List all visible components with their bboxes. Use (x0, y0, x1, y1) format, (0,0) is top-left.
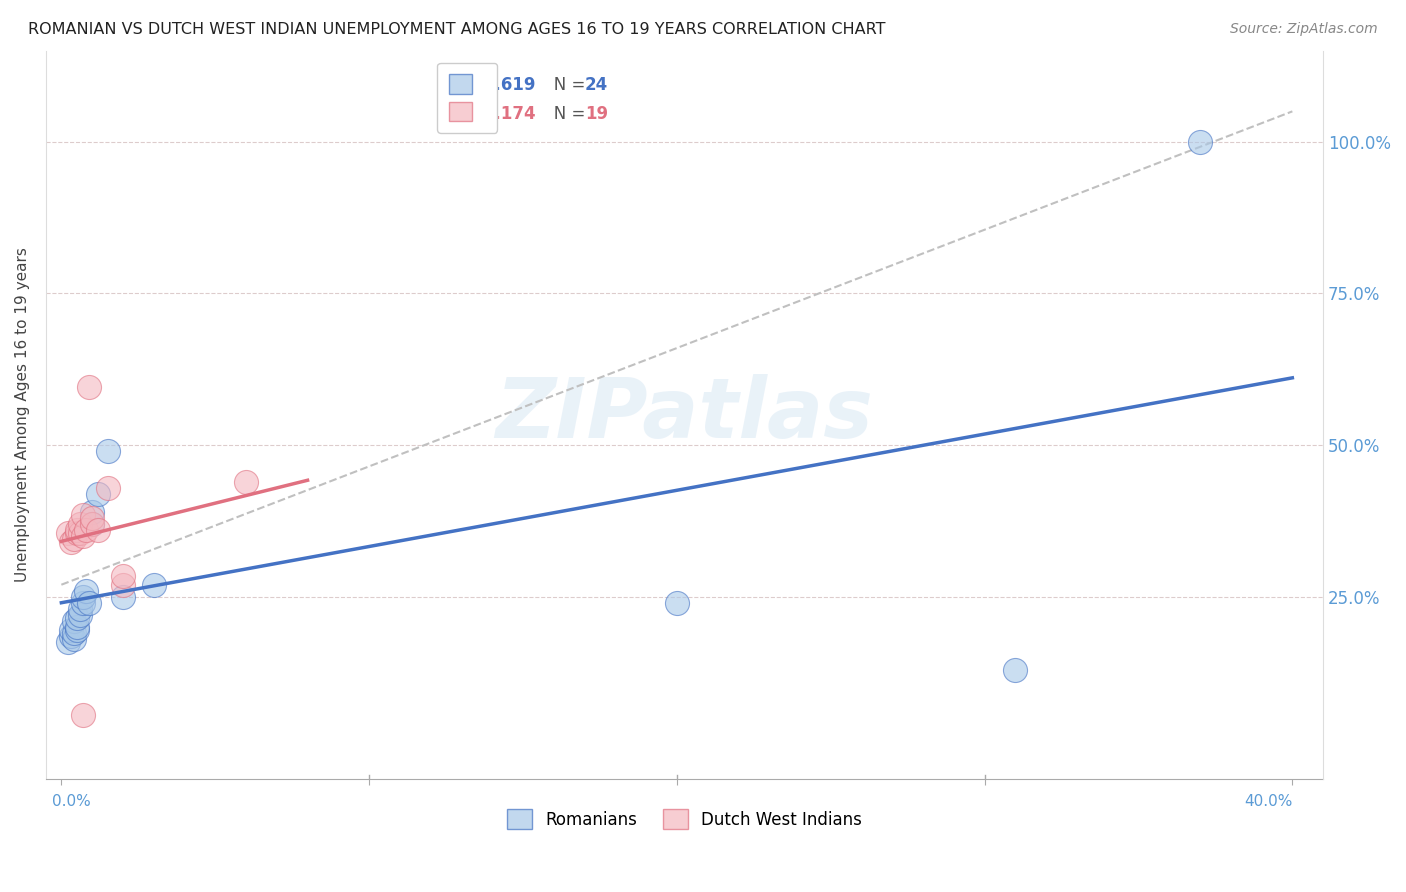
Point (1004, 663, 1026, 677)
Point (66, 624, 89, 638)
Point (66, 526, 89, 541)
Point (56, 635, 79, 649)
Text: N =: N = (537, 76, 591, 95)
Point (96, 444, 118, 458)
Point (142, 578, 165, 592)
Point (59, 535, 82, 549)
Point (235, 475, 257, 489)
Point (62, 532, 84, 546)
Point (62, 614, 84, 628)
Point (1189, 135, 1212, 149)
Point (77, 380, 100, 394)
Text: 0.174: 0.174 (482, 105, 536, 123)
Point (69, 602, 91, 616)
Point (77, 596, 100, 610)
Point (62, 626, 84, 640)
Point (82, 516, 104, 531)
Point (87, 486, 110, 500)
Point (72, 596, 94, 610)
Point (59, 629, 82, 643)
Point (82, 511, 104, 525)
Text: 19: 19 (585, 105, 607, 123)
Point (111, 590, 134, 604)
Point (82, 516, 104, 531)
Text: R =: R = (449, 76, 484, 95)
Point (72, 590, 94, 604)
Point (59, 624, 82, 638)
Point (72, 508, 94, 522)
Text: 24: 24 (585, 76, 609, 95)
Point (111, 578, 134, 592)
Y-axis label: Unemployment Among Ages 16 to 19 years: Unemployment Among Ages 16 to 19 years (15, 247, 30, 582)
Point (69, 516, 91, 531)
Point (62, 632, 84, 647)
Point (111, 568, 134, 582)
Point (665, 596, 688, 610)
Point (56, 526, 79, 541)
Text: ZIPatlas: ZIPatlas (496, 375, 873, 455)
Text: N =: N = (537, 105, 591, 123)
Text: 0.619: 0.619 (482, 76, 536, 95)
Point (87, 523, 110, 537)
Text: ROMANIAN VS DUTCH WEST INDIAN UNEMPLOYMENT AMONG AGES 16 TO 19 YEARS CORRELATION: ROMANIAN VS DUTCH WEST INDIAN UNEMPLOYME… (28, 22, 886, 37)
Text: 40.0%: 40.0% (1244, 794, 1292, 809)
Point (72, 529, 94, 543)
Point (75, 583, 97, 598)
Legend: Romanians, Dutch West Indians: Romanians, Dutch West Indians (501, 803, 869, 836)
Point (96, 481, 118, 495)
Point (66, 523, 89, 537)
Text: Source: ZipAtlas.com: Source: ZipAtlas.com (1230, 22, 1378, 37)
Point (72, 708, 94, 723)
Point (69, 526, 91, 541)
Text: R =: R = (449, 105, 484, 123)
Point (69, 608, 91, 623)
Point (66, 611, 89, 625)
Text: 0.0%: 0.0% (52, 794, 91, 809)
Point (75, 523, 97, 537)
Point (82, 505, 104, 519)
Point (66, 620, 89, 634)
